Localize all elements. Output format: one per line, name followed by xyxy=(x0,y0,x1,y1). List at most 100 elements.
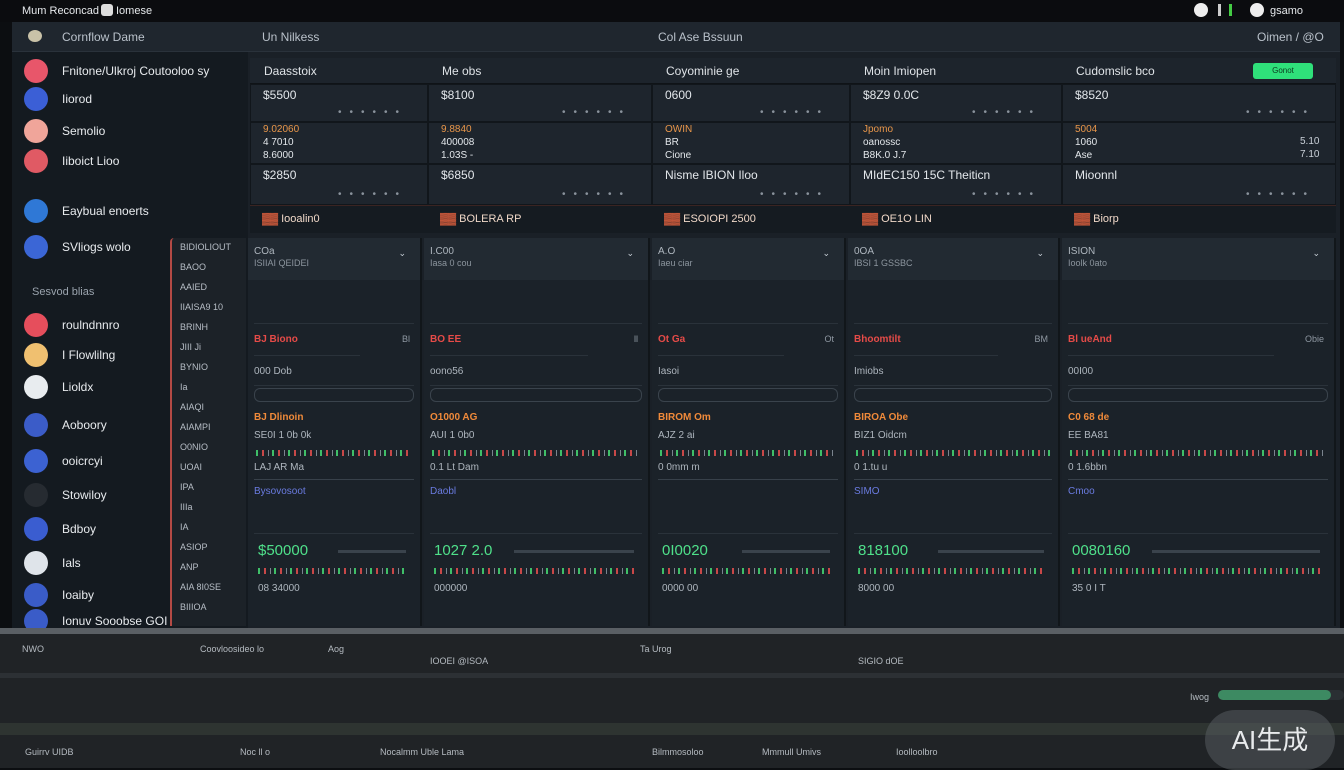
alert-row[interactable]: BJ Biono xyxy=(254,330,360,356)
chat-icon[interactable] xyxy=(1194,3,1208,17)
total-bar xyxy=(938,550,1044,553)
chevron-down-icon[interactable]: ⌄ xyxy=(1312,248,1320,258)
panel-entry[interactable]: IIAISA9 10 xyxy=(180,302,224,312)
column-top: I.C00 Iasa 0 cou xyxy=(424,238,648,280)
panel-entry[interactable]: IA xyxy=(180,522,189,532)
sidebar-item-label: Ionuv Sooobse GOI xyxy=(62,614,168,628)
blue-label: SIMO xyxy=(854,486,880,497)
panel-entry[interactable]: ANP xyxy=(180,562,199,572)
progress-label: Iwog xyxy=(1190,692,1210,702)
header-options[interactable]: Oimen / @O xyxy=(1257,30,1324,44)
input-field[interactable] xyxy=(1068,388,1328,402)
column-strip[interactable]: ▓▓ OE1O LIN xyxy=(850,205,1062,233)
alert-row[interactable]: Ot Ga xyxy=(658,330,784,356)
bottom-column-label[interactable]: Ta Urog xyxy=(640,644,672,654)
panel-entry[interactable]: ASIOP xyxy=(180,542,208,552)
sidebar-item[interactable]: Iiorod xyxy=(24,86,92,112)
panel-entry[interactable]: BIDIOLIOUT xyxy=(180,242,232,252)
sidebar-item[interactable]: Bdboy xyxy=(24,516,96,542)
sidebar-item[interactable]: Stowiloy xyxy=(24,482,107,508)
signal-icon[interactable] xyxy=(1218,4,1232,16)
side-detail-panel: BIDIOLIOUT BAOO AAIED IIAISA9 10 BRINH JIII J… xyxy=(170,238,246,626)
stat-cell: Mioonnl •••••• xyxy=(1062,164,1336,205)
sidebar-item[interactable]: SVliogs wolo xyxy=(24,234,131,260)
sidebar-item[interactable]: ooicrcyi xyxy=(24,448,103,474)
column-tag: ll xyxy=(634,334,638,344)
column-subtitle: Iasa 0 cou xyxy=(430,258,472,268)
activity-ticks xyxy=(662,568,830,574)
input-field[interactable] xyxy=(854,388,1052,402)
panel-entry[interactable]: AIAQI xyxy=(180,402,205,412)
bottom-column-label[interactable]: NWO xyxy=(22,644,44,654)
stat-cell: 9.02060 4 7010 8.6000 xyxy=(250,122,428,164)
panel-entry[interactable]: IIIa xyxy=(180,502,193,512)
status-item[interactable]: Nocalmm Uble Lama xyxy=(380,747,465,757)
column-strip[interactable]: ▓▓ Biorp xyxy=(1062,205,1336,233)
input-field[interactable] xyxy=(430,388,642,402)
orange-label: BIROA Obe xyxy=(854,412,909,423)
sidebar-item[interactable]: Aoboory xyxy=(24,412,107,438)
column-header[interactable]: Coyominie ge xyxy=(652,58,850,84)
panel-entry[interactable]: O0NIO xyxy=(180,442,209,452)
sidebar-item[interactable]: I Flowlilng xyxy=(24,342,115,368)
panel-entry[interactable]: BRINH xyxy=(180,322,209,332)
column-strip[interactable]: ▓▓ ESOIOPI 2500 xyxy=(652,205,850,233)
panel-entry[interactable]: IPA xyxy=(180,482,194,492)
sidebar-item[interactable]: Ioaiby xyxy=(24,582,94,608)
chevron-down-icon[interactable]: ⌄ xyxy=(822,248,830,258)
status-item[interactable]: Guirrv UIDB xyxy=(25,747,74,757)
panel-entry[interactable]: AAIED xyxy=(180,282,208,292)
panel-entry[interactable]: BIIIOA xyxy=(180,602,207,612)
sidebar-item[interactable]: Ials xyxy=(24,550,81,576)
status-item[interactable]: Mmmull Umivs xyxy=(762,747,821,757)
status-item[interactable]: Ioolloolbro xyxy=(896,747,938,757)
alert-row[interactable]: Bl ueAnd xyxy=(1068,330,1274,356)
column-strip[interactable]: ▓▓ Iooalin0 xyxy=(250,205,428,233)
panel-entry[interactable]: UOAI xyxy=(180,462,203,472)
description-row xyxy=(658,506,838,534)
splitter[interactable] xyxy=(0,628,1344,634)
user-name[interactable]: gsamo xyxy=(1270,5,1304,17)
column-header[interactable]: Daasstoix xyxy=(250,58,428,84)
panel-entry[interactable]: Ia xyxy=(180,382,188,392)
panel-entry[interactable]: BYNIO xyxy=(180,362,209,372)
detail-column: COa ISIIAI QEIDEI ⌄ BJ Biono Bl 000 Dob BJ Dli… xyxy=(248,238,422,626)
system-top-bar: Mum Reconcad Iomese gsamo xyxy=(0,0,1344,22)
panel-entry[interactable]: AIA 8I0SE xyxy=(180,582,222,592)
summary-row: AJZ 2 ai xyxy=(658,430,695,441)
column-strip[interactable]: ▓▓ BOLERA RP xyxy=(428,205,652,233)
panel-entry[interactable]: AIAMPI xyxy=(180,422,211,432)
chevron-down-icon[interactable]: ⌄ xyxy=(626,248,634,258)
footer-value: 0000 00 xyxy=(662,583,699,594)
bottom-column-label[interactable]: Aog xyxy=(328,644,345,654)
sidebar-item[interactable]: Eaybual enoerts xyxy=(24,198,149,224)
sidebar-item[interactable]: Iiboict Lioo xyxy=(24,148,119,174)
alert-row[interactable]: Bhoomtilt xyxy=(854,330,998,356)
sidebar-item[interactable]: Lioldx xyxy=(24,374,93,400)
panel-entry[interactable]: BAOO xyxy=(180,262,207,272)
column-header[interactable]: Me obs xyxy=(428,58,652,84)
input-field[interactable] xyxy=(254,388,414,402)
sidebar-item[interactable]: roulndnnro xyxy=(24,312,119,338)
sidebar-item[interactable]: Fnitone/Ulkroj Coutooloo sy xyxy=(24,58,209,84)
sidebar-item[interactable]: Semolio xyxy=(24,118,105,144)
panel-entry[interactable]: JIII Ji xyxy=(180,342,202,352)
action-button[interactable]: Gonot xyxy=(1253,63,1313,79)
description-row xyxy=(658,296,838,324)
strip-label: Biorp xyxy=(1093,213,1119,225)
divider xyxy=(0,723,1344,735)
column-header[interactable]: Moin Imiopen xyxy=(850,58,1062,84)
tab-label[interactable]: Iomese xyxy=(116,5,153,17)
bottom-column-label[interactable]: Coovloosideo lo xyxy=(200,644,265,654)
alert-row[interactable]: BO EE xyxy=(430,330,588,356)
chevron-down-icon[interactable]: ⌄ xyxy=(1036,248,1044,258)
chevron-down-icon[interactable]: ⌄ xyxy=(398,248,406,258)
account-icon[interactable] xyxy=(1250,3,1264,17)
column-tag: Ot xyxy=(824,334,834,344)
watermark: AI生成 xyxy=(1205,710,1335,770)
status-item[interactable]: Noc ll o xyxy=(240,747,271,757)
breadcrumb[interactable]: Un Nilkess xyxy=(262,30,320,44)
status-item[interactable]: Bilmmosoloo xyxy=(652,747,704,757)
input-field[interactable] xyxy=(658,388,838,402)
column-tag: Bl xyxy=(401,334,410,344)
